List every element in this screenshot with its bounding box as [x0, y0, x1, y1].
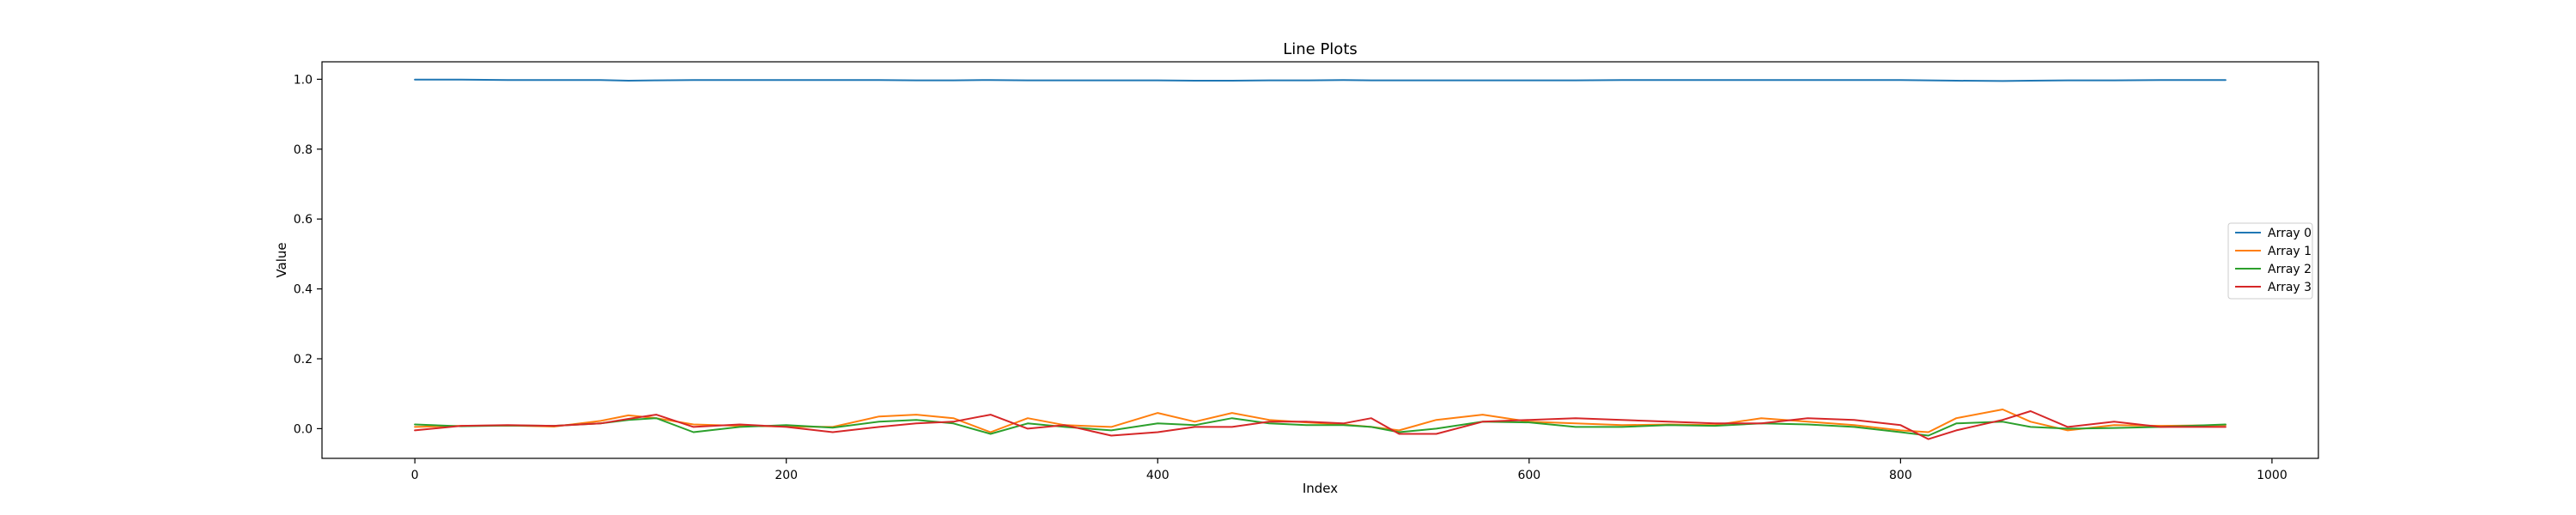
x-tick-label: 800 [1889, 469, 1912, 482]
x-tick-label: 400 [1146, 469, 1170, 482]
y-tick-label: 0.0 [294, 422, 313, 436]
chart-title: Line Plots [1283, 40, 1358, 58]
legend: Array 0 Array 1 Array 2 Array 3 [2227, 222, 2313, 300]
x-tick-label: 1000 [2257, 469, 2287, 482]
legend-label-1: Array 1 [2268, 245, 2312, 258]
x-axis-title: Index [1303, 481, 1338, 496]
series-line-3 [414, 410, 2227, 440]
y-tick-label: 0.8 [294, 143, 313, 157]
series-line-0 [414, 78, 2227, 82]
plot-area [322, 62, 2318, 458]
legend-label-0: Array 0 [2268, 227, 2312, 240]
legend-label-3: Array 3 [2268, 281, 2312, 294]
y-tick-label: 0.6 [294, 213, 313, 227]
x-axis: 0 200 400 600 800 1000 [411, 458, 2287, 482]
y-tick-label: 1.0 [294, 73, 313, 87]
x-tick-label: 0 [411, 469, 419, 482]
y-axis: 0.0 0.2 0.4 0.6 0.8 1.0 [294, 73, 322, 436]
series-group [414, 78, 2227, 440]
legend-label-2: Array 2 [2268, 263, 2312, 276]
legend-box [2227, 222, 2313, 300]
y-tick-label: 0.4 [294, 283, 313, 297]
y-tick-label: 0.2 [294, 353, 313, 367]
x-tick-label: 200 [775, 469, 798, 482]
x-tick-label: 600 [1517, 469, 1540, 482]
plot-frame [321, 61, 2319, 459]
y-axis-title: Value [274, 242, 289, 277]
